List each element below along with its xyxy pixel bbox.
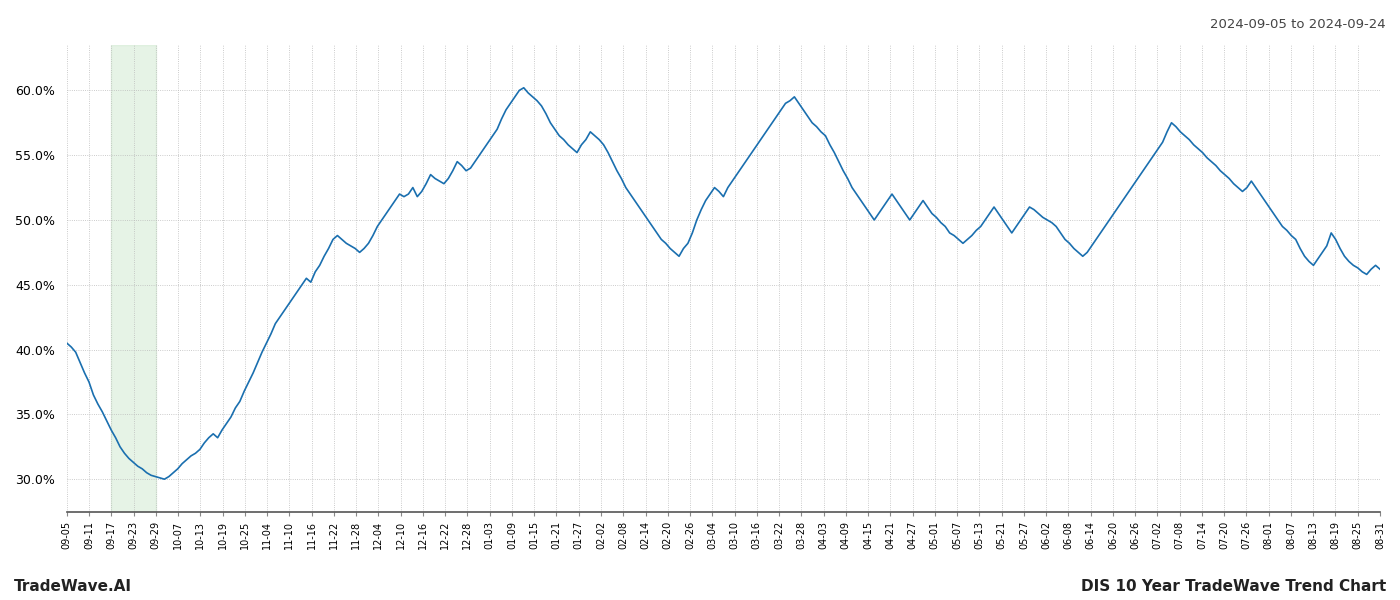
Text: DIS 10 Year TradeWave Trend Chart: DIS 10 Year TradeWave Trend Chart xyxy=(1081,579,1386,594)
Text: TradeWave.AI: TradeWave.AI xyxy=(14,579,132,594)
Text: 2024-09-05 to 2024-09-24: 2024-09-05 to 2024-09-24 xyxy=(1211,18,1386,31)
Bar xyxy=(112,45,155,512)
